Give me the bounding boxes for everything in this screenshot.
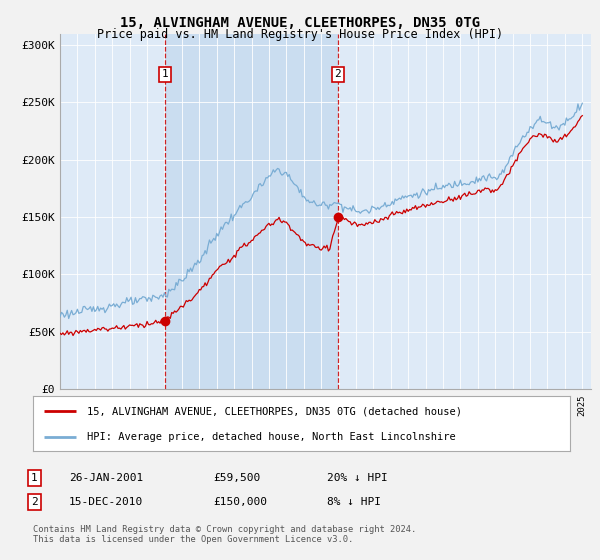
Text: 15-DEC-2010: 15-DEC-2010 (69, 497, 143, 507)
Text: £150,000: £150,000 (213, 497, 267, 507)
Text: £59,500: £59,500 (213, 473, 260, 483)
Text: 20% ↓ HPI: 20% ↓ HPI (327, 473, 388, 483)
Text: HPI: Average price, detached house, North East Lincolnshire: HPI: Average price, detached house, Nort… (87, 432, 455, 441)
Text: 2: 2 (31, 497, 38, 507)
Text: Contains HM Land Registry data © Crown copyright and database right 2024.
This d: Contains HM Land Registry data © Crown c… (33, 525, 416, 544)
Text: 1: 1 (31, 473, 38, 483)
Text: 26-JAN-2001: 26-JAN-2001 (69, 473, 143, 483)
Text: 15, ALVINGHAM AVENUE, CLEETHORPES, DN35 0TG: 15, ALVINGHAM AVENUE, CLEETHORPES, DN35 … (120, 16, 480, 30)
Text: 1: 1 (162, 69, 169, 80)
Text: 15, ALVINGHAM AVENUE, CLEETHORPES, DN35 0TG (detached house): 15, ALVINGHAM AVENUE, CLEETHORPES, DN35 … (87, 407, 462, 416)
Text: Price paid vs. HM Land Registry's House Price Index (HPI): Price paid vs. HM Land Registry's House … (97, 28, 503, 41)
Bar (165, 34, 338, 389)
Text: 8% ↓ HPI: 8% ↓ HPI (327, 497, 381, 507)
Text: 2: 2 (334, 69, 341, 80)
